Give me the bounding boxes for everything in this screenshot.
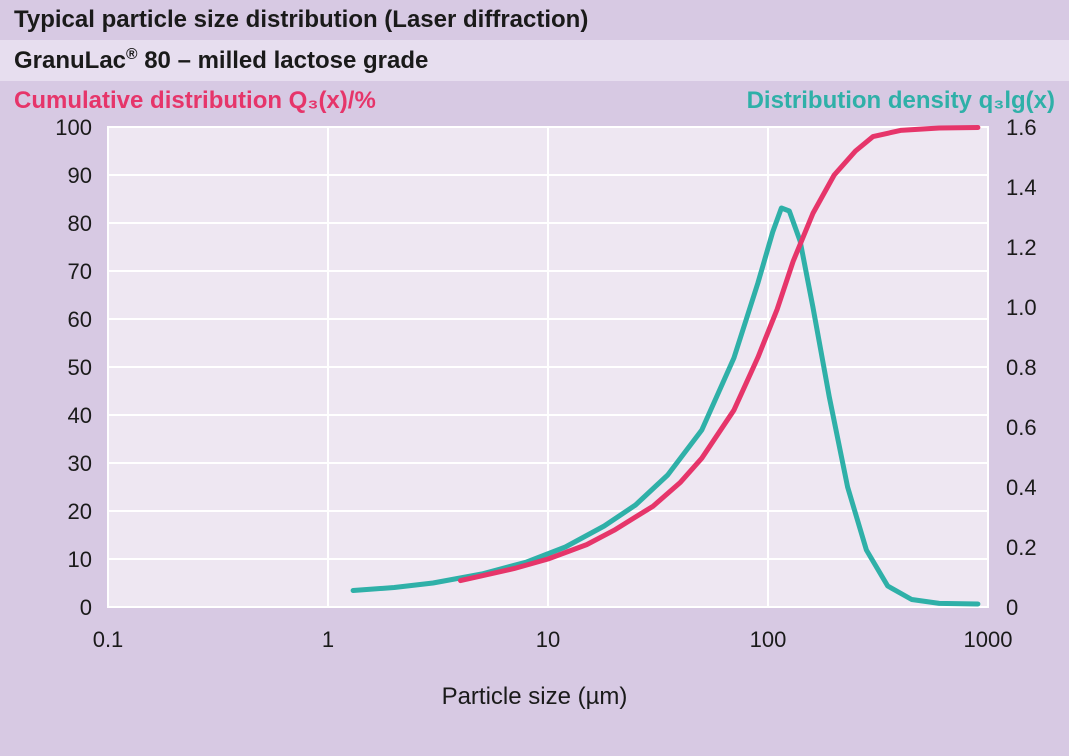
- left-axis-label: Cumulative distribution Q₃(x)/%: [14, 87, 376, 115]
- svg-text:60: 60: [68, 307, 92, 332]
- svg-text:0.6: 0.6: [1006, 415, 1037, 440]
- svg-text:1.4: 1.4: [1006, 175, 1037, 200]
- svg-text:100: 100: [750, 627, 787, 652]
- svg-text:20: 20: [68, 499, 92, 524]
- chart-title: Typical particle size distribution (Lase…: [0, 0, 1069, 40]
- svg-text:10: 10: [68, 547, 92, 572]
- svg-text:50: 50: [68, 355, 92, 380]
- svg-text:0: 0: [80, 595, 92, 620]
- svg-text:70: 70: [68, 259, 92, 284]
- svg-text:1: 1: [322, 627, 334, 652]
- chart-area: 010203040506070809010000.20.40.60.81.01.…: [0, 119, 1069, 721]
- x-axis-label: Particle size (µm): [0, 683, 1069, 711]
- svg-text:10: 10: [536, 627, 560, 652]
- svg-text:100: 100: [55, 119, 92, 140]
- svg-text:30: 30: [68, 451, 92, 476]
- svg-text:90: 90: [68, 163, 92, 188]
- svg-text:1.2: 1.2: [1006, 235, 1037, 260]
- svg-text:40: 40: [68, 403, 92, 428]
- svg-text:0.4: 0.4: [1006, 475, 1037, 500]
- svg-text:0.1: 0.1: [93, 627, 124, 652]
- chart-subtitle: GranuLac® 80 – milled lactose grade: [0, 40, 1069, 81]
- svg-text:0.8: 0.8: [1006, 355, 1037, 380]
- svg-text:1.6: 1.6: [1006, 119, 1037, 140]
- svg-text:1000: 1000: [964, 627, 1013, 652]
- particle-size-chart: 010203040506070809010000.20.40.60.81.01.…: [0, 119, 1069, 721]
- subtitle-product: GranuLac: [14, 47, 126, 74]
- right-axis-label: Distribution density q₃lg(x): [747, 87, 1055, 115]
- svg-text:1.0: 1.0: [1006, 295, 1037, 320]
- svg-text:0.2: 0.2: [1006, 535, 1037, 560]
- registered-mark: ®: [126, 46, 138, 63]
- svg-text:0: 0: [1006, 595, 1018, 620]
- svg-text:80: 80: [68, 211, 92, 236]
- subtitle-rest: 80 – milled lactose grade: [138, 47, 429, 74]
- axis-titles-row: Cumulative distribution Q₃(x)/% Distribu…: [0, 81, 1069, 119]
